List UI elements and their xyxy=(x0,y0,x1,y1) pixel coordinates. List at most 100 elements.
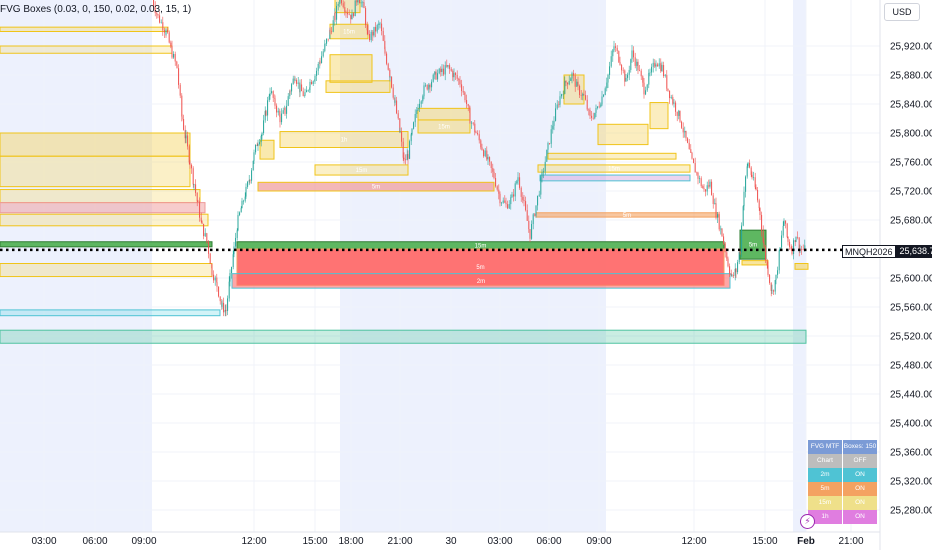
candle-body xyxy=(185,135,187,139)
candle-body xyxy=(594,112,596,119)
candle-body xyxy=(531,224,533,239)
indicator-legend[interactable]: FVG Boxes (0.03, 0, 150, 0.02, 0.03, 15,… xyxy=(0,4,192,15)
candle-body xyxy=(187,135,189,147)
candle-body xyxy=(681,121,683,128)
candle-body xyxy=(245,186,247,197)
candle-body xyxy=(682,127,684,133)
candle-body xyxy=(447,65,449,67)
candle-body xyxy=(399,118,401,133)
candle-body xyxy=(259,142,261,145)
candle-body xyxy=(733,274,735,276)
candle-body xyxy=(762,231,764,243)
candle-body xyxy=(767,265,769,275)
y-tick-label: 25,760.00 xyxy=(890,158,932,169)
candle-body xyxy=(679,110,681,122)
candle-body xyxy=(171,46,173,58)
candle-body xyxy=(559,96,561,105)
candle-body xyxy=(673,102,675,104)
candle-body xyxy=(370,31,372,41)
candle-body xyxy=(201,221,203,224)
fvg-box xyxy=(0,155,191,188)
candle-body xyxy=(601,96,603,105)
candle-body xyxy=(628,69,630,75)
candle-body xyxy=(255,144,257,153)
candle-body xyxy=(301,84,303,92)
candle-body xyxy=(170,42,172,47)
candle-body xyxy=(354,0,356,17)
candle-body xyxy=(232,254,234,268)
candle-body xyxy=(586,99,588,110)
x-tick-label: 03:00 xyxy=(487,536,512,547)
x-tick-label: 30 xyxy=(445,536,457,547)
mtf-row: 15m ON xyxy=(808,496,878,510)
lightning-icon[interactable]: ⚡ xyxy=(800,514,815,529)
candle-body xyxy=(613,46,615,51)
candle-body xyxy=(538,194,540,196)
candle-body xyxy=(747,162,749,167)
mtf-row: Chart OFF xyxy=(808,454,878,468)
candle-body xyxy=(634,57,636,66)
candle-body xyxy=(426,84,428,90)
candle-body xyxy=(211,268,213,275)
candle-body xyxy=(403,157,405,160)
candle-body xyxy=(501,202,503,204)
currency-button[interactable]: USD xyxy=(884,3,920,21)
candle-body xyxy=(373,26,375,36)
candle-body xyxy=(299,84,301,93)
candle-body xyxy=(761,214,763,232)
candle-body xyxy=(709,181,711,187)
candle-body xyxy=(317,63,319,71)
candle-body xyxy=(797,236,799,238)
fvg-box xyxy=(539,174,691,182)
candle-body xyxy=(428,84,430,90)
candle-body xyxy=(195,184,197,193)
candle-body xyxy=(667,88,669,91)
candle-body xyxy=(801,249,803,250)
candle-body xyxy=(291,84,293,92)
candle-body xyxy=(204,233,206,237)
candle-body xyxy=(192,168,194,185)
fvg-box xyxy=(0,329,807,344)
candle-body xyxy=(431,81,433,88)
candle-body xyxy=(493,171,495,179)
candle-body xyxy=(754,177,756,188)
candle-body xyxy=(558,104,560,106)
candle-body xyxy=(477,133,479,135)
candle-body xyxy=(331,31,333,33)
last-price-tag: MNQH2026 25,638.75 xyxy=(842,245,932,258)
candle-body xyxy=(773,290,775,292)
candle-body xyxy=(409,141,411,159)
candle-body xyxy=(284,107,286,114)
candle-body xyxy=(742,206,744,226)
candle-body xyxy=(589,110,591,116)
candle-body xyxy=(321,56,323,63)
candle-body xyxy=(363,2,365,9)
candle-body xyxy=(248,180,250,182)
candle-body xyxy=(216,282,218,287)
candle-body xyxy=(406,154,408,161)
candle-body xyxy=(392,87,394,98)
candle-body xyxy=(717,214,719,218)
candle-body xyxy=(478,134,480,141)
candle-body xyxy=(405,159,407,161)
candle-body xyxy=(777,270,779,275)
candle-body xyxy=(312,81,314,85)
candle-body xyxy=(366,25,368,31)
candle-body xyxy=(637,61,639,71)
candle-body xyxy=(189,162,191,165)
x-tick-label: 06:00 xyxy=(536,536,561,547)
candle-body xyxy=(235,237,237,247)
candle-body xyxy=(347,12,349,15)
candle-body xyxy=(214,277,216,281)
candle-body xyxy=(619,61,621,66)
candle-body xyxy=(154,6,156,13)
candle-body xyxy=(523,199,525,202)
fvg-box xyxy=(417,119,471,134)
y-tick-label: 25,440.00 xyxy=(890,390,932,401)
candle-body xyxy=(658,63,660,67)
mtf-cell-right: ON xyxy=(843,468,877,482)
candle-body xyxy=(289,90,291,92)
candle-body xyxy=(585,95,587,100)
